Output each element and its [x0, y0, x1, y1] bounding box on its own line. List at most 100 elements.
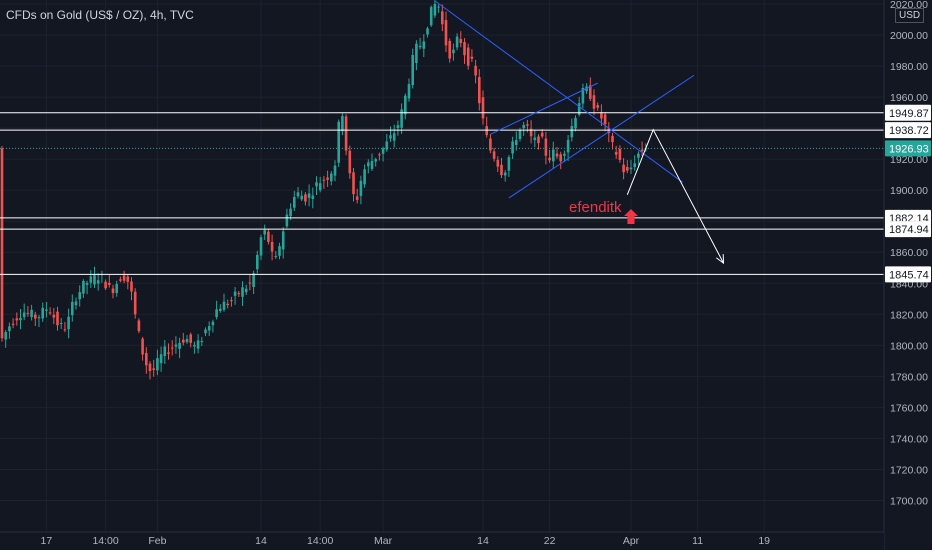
candle-body: [4, 332, 7, 340]
candle-body: [396, 125, 400, 129]
time-tick-label: Apr: [623, 535, 640, 547]
candle-body: [196, 340, 200, 349]
candle-body: [511, 141, 514, 154]
candle-body: [178, 342, 181, 349]
candle-body: [348, 150, 352, 174]
candle-body: [63, 329, 67, 331]
candle-body: [333, 165, 337, 176]
candle-body: [603, 114, 607, 125]
candle-body: [278, 246, 281, 256]
price-axis[interactable]: 2020.002000.001980.001960.001940.001920.…: [883, 0, 932, 550]
candle-body: [189, 334, 192, 343]
candle-body: [167, 352, 170, 354]
candle-body: [611, 135, 614, 143]
candle-body: [622, 164, 625, 173]
candle-body: [159, 354, 163, 364]
candle-body: [448, 40, 451, 59]
candle-body: [492, 151, 496, 159]
candle-body: [270, 241, 274, 252]
candle-body: [56, 311, 59, 326]
candle-body: [307, 193, 311, 198]
candle-body: [470, 56, 474, 59]
candle-body: [59, 323, 63, 325]
candle-body: [544, 138, 548, 156]
price-tick-label: 1720.00: [890, 464, 928, 476]
horizontal-levels[interactable]: [0, 112, 884, 275]
price-tick-label: 1800.00: [890, 340, 928, 352]
candle-body: [185, 339, 189, 343]
candle-body: [174, 344, 178, 347]
price-tick-label: 1760.00: [890, 402, 928, 414]
author-watermark: efenditk: [569, 199, 622, 216]
candle-body: [289, 208, 292, 217]
candle-body: [152, 368, 155, 370]
candle-body: [374, 159, 377, 162]
candle-body: [352, 172, 355, 195]
currency-badge[interactable]: USD: [895, 8, 925, 23]
candle-body: [226, 303, 229, 306]
candle-body: [359, 180, 363, 196]
candle-body: [45, 309, 48, 311]
candle-body: [104, 281, 107, 289]
trendline[interactable]: [434, 0, 684, 183]
candle-body: [285, 214, 289, 227]
trendline[interactable]: [508, 74, 695, 199]
candle-body: [418, 45, 422, 48]
level-price-label-bg: [885, 104, 931, 121]
candle-body: [15, 318, 19, 321]
trendlines[interactable]: [434, 0, 695, 199]
candle-body: [426, 28, 429, 35]
up-arrow-marker: [624, 209, 638, 225]
time-axis[interactable]: 17 14:00 Feb 14 14:00 Mar 14 22 Apr 11 19: [0, 531, 884, 550]
candle-body: [215, 309, 218, 318]
price-tick-label: 1960.00: [890, 92, 928, 104]
current-price-label-bg: [885, 140, 931, 157]
candle-body: [89, 276, 93, 283]
candle-body: [614, 151, 618, 155]
candle-body: [193, 344, 196, 347]
candle-body: [415, 43, 418, 64]
candle-body: [71, 301, 74, 316]
candle-body: [533, 137, 537, 141]
candle-body: [607, 128, 611, 134]
candle-body: [163, 346, 167, 356]
candle-body: [170, 347, 174, 349]
candle-body: [230, 300, 233, 302]
candle-body: [389, 135, 392, 139]
level-price-label-bg: [885, 266, 931, 283]
candle-body: [330, 173, 333, 182]
candle-body: [26, 312, 30, 314]
candle-body: [441, 11, 444, 25]
projection-path[interactable]: [626, 128, 725, 265]
candle-body: [489, 138, 492, 151]
chart-grid: [0, 0, 884, 532]
candle-body: [548, 157, 551, 161]
candle-body: [559, 154, 562, 162]
candle-body: [433, 4, 437, 16]
candle-body: [540, 132, 544, 137]
candle-body: [48, 312, 52, 314]
level-price-label-bg: [885, 221, 931, 238]
trendline[interactable]: [490, 82, 598, 135]
level-price-label: 1874.94: [889, 224, 929, 236]
projection-line[interactable]: [626, 128, 724, 264]
candle-body: [478, 77, 481, 104]
candle-body: [570, 126, 574, 138]
candle-body: [503, 172, 507, 176]
price-tick-label: 1920.00: [890, 154, 928, 166]
candle-body: [600, 112, 603, 119]
candle-body: [8, 326, 11, 332]
price-tick-label: 1980.00: [890, 61, 928, 73]
candle-body: [293, 196, 296, 208]
candle-body: [437, 6, 440, 8]
candle-body: [318, 183, 322, 191]
candle-body: [455, 36, 459, 48]
level-price-label-bg: [885, 122, 931, 139]
time-tick-label: 22: [544, 535, 556, 547]
candle-body: [459, 38, 463, 44]
candle-body: [507, 157, 511, 171]
candle-body: [119, 279, 122, 281]
candle-body: [563, 153, 566, 156]
candle-body: [422, 41, 426, 49]
